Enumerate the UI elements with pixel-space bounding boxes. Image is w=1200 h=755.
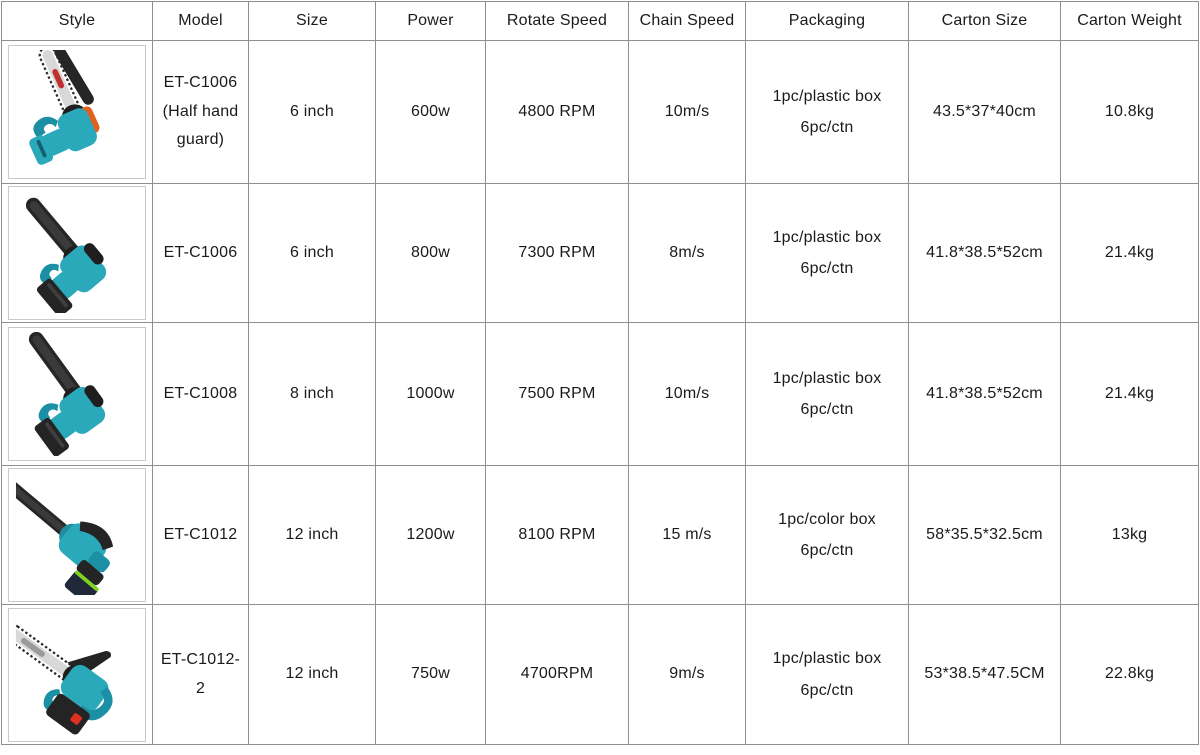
- cell-rotate-speed: 7500 RPM: [485, 322, 629, 466]
- product-photo-frame: [8, 45, 146, 179]
- packaging-line-2: 6pc/ctn: [800, 681, 854, 699]
- header-row: Style Model Size Power Rotate Speed Chai…: [1, 1, 1199, 41]
- cell-model: ET-C1006 (Half hand guard): [152, 40, 249, 184]
- cell-carton-weight: 21.4kg: [1060, 322, 1199, 466]
- packaging-line-1: 1pc/plastic box: [772, 228, 882, 246]
- cell-packaging: 1pc/plastic box 6pc/ctn: [745, 183, 909, 323]
- table-row: ET-C1006 (Half hand guard) 6 inch 600w 4…: [1, 40, 1199, 184]
- cell-carton-size: 43.5*37*40cm: [908, 40, 1061, 184]
- col-header-model: Model: [152, 1, 249, 41]
- cell-size: 12 inch: [248, 604, 376, 745]
- cell-size: 6 inch: [248, 183, 376, 323]
- cell-size: 12 inch: [248, 465, 376, 605]
- table-row: ET-C1006 6 inch 800w 7300 RPM 8m/s 1pc/p…: [1, 183, 1199, 323]
- cell-model: ET-C1008: [152, 322, 249, 466]
- chainsaw-photo: [25, 197, 107, 313]
- chainsaw-photo: [29, 50, 100, 165]
- table-row: ET-C1012 12 inch 1200w 8100 RPM 15 m/s 1…: [1, 465, 1199, 605]
- cell-model: ET-C1006: [152, 183, 249, 323]
- col-header-packaging: Packaging: [745, 1, 909, 41]
- packaging-line-1: 1pc/color box: [778, 510, 876, 528]
- product-photo-frame: [8, 186, 146, 320]
- cell-style: [1, 322, 153, 466]
- product-photo-frame: [8, 468, 146, 602]
- packaging-line-2: 6pc/ctn: [800, 542, 854, 559]
- cell-chain-speed: 10m/s: [628, 40, 746, 184]
- cell-size: 6 inch: [248, 40, 376, 184]
- packaging-line-2: 6pc/ctn: [800, 119, 854, 136]
- cell-chain-speed: 15 m/s: [628, 465, 746, 605]
- col-header-size: Size: [248, 1, 376, 41]
- cell-rotate-speed: 8100 RPM: [485, 465, 629, 605]
- table-row: ET-C1012-2 12 inch 750w 4700RPM 9m/s 1pc…: [1, 604, 1199, 745]
- packaging-line-1: 1pc/plastic box: [772, 650, 882, 668]
- product-photo-frame: [8, 607, 146, 742]
- cell-carton-weight: 22.8kg: [1060, 604, 1199, 745]
- cell-carton-weight: 21.4kg: [1060, 183, 1199, 323]
- chainsaw-photo: [16, 478, 114, 595]
- cell-carton-weight: 10.8kg: [1060, 40, 1199, 184]
- cell-rotate-speed: 7300 RPM: [485, 183, 629, 323]
- cell-style: [1, 604, 153, 745]
- cell-carton-size: 58*35.5*32.5cm: [908, 465, 1061, 605]
- cell-packaging: 1pc/plastic box 6pc/ctn: [745, 40, 909, 184]
- cell-style: [1, 465, 153, 605]
- cell-model: ET-C1012-2: [152, 604, 249, 745]
- col-header-carton-size: Carton Size: [908, 1, 1061, 41]
- packaging-line-1: 1pc/plastic box: [772, 369, 882, 387]
- chainsaw-photo: [28, 332, 106, 456]
- cell-carton-size: 41.8*38.5*52cm: [908, 183, 1061, 323]
- cell-power: 750w: [375, 604, 486, 745]
- cell-chain-speed: 9m/s: [628, 604, 746, 745]
- cell-chain-speed: 8m/s: [628, 183, 746, 323]
- packaging-line-1: 1pc/plastic box: [772, 87, 882, 105]
- cell-carton-size: 41.8*38.5*52cm: [908, 322, 1061, 466]
- cell-packaging: 1pc/plastic box 6pc/ctn: [745, 322, 909, 466]
- chainsaw-photo: [16, 623, 113, 734]
- cell-style: [1, 183, 153, 323]
- cell-model: ET-C1012: [152, 465, 249, 605]
- cell-chain-speed: 10m/s: [628, 322, 746, 466]
- cell-carton-weight: 13kg: [1060, 465, 1199, 605]
- col-header-style: Style: [1, 1, 153, 41]
- col-header-chain-speed: Chain Speed: [628, 1, 746, 41]
- product-photo-frame: [8, 327, 146, 461]
- cell-power: 600w: [375, 40, 486, 184]
- cell-power: 1200w: [375, 465, 486, 605]
- col-header-carton-weight: Carton Weight: [1060, 1, 1199, 41]
- packaging-line-2: 6pc/ctn: [800, 401, 854, 418]
- cell-rotate-speed: 4700RPM: [485, 604, 629, 745]
- table-row: ET-C1008 8 inch 1000w 7500 RPM 10m/s 1pc…: [1, 322, 1199, 466]
- cell-power: 1000w: [375, 322, 486, 466]
- cell-carton-size: 53*38.5*47.5CM: [908, 604, 1061, 745]
- col-header-rotate-speed: Rotate Speed: [485, 1, 629, 41]
- cell-power: 800w: [375, 183, 486, 323]
- cell-style: [1, 40, 153, 184]
- cell-packaging: 1pc/plastic box 6pc/ctn: [745, 604, 909, 745]
- col-header-power: Power: [375, 1, 486, 41]
- cell-rotate-speed: 4800 RPM: [485, 40, 629, 184]
- cell-size: 8 inch: [248, 322, 376, 466]
- cell-packaging: 1pc/color box 6pc/ctn: [745, 465, 909, 605]
- packaging-line-2: 6pc/ctn: [800, 260, 854, 277]
